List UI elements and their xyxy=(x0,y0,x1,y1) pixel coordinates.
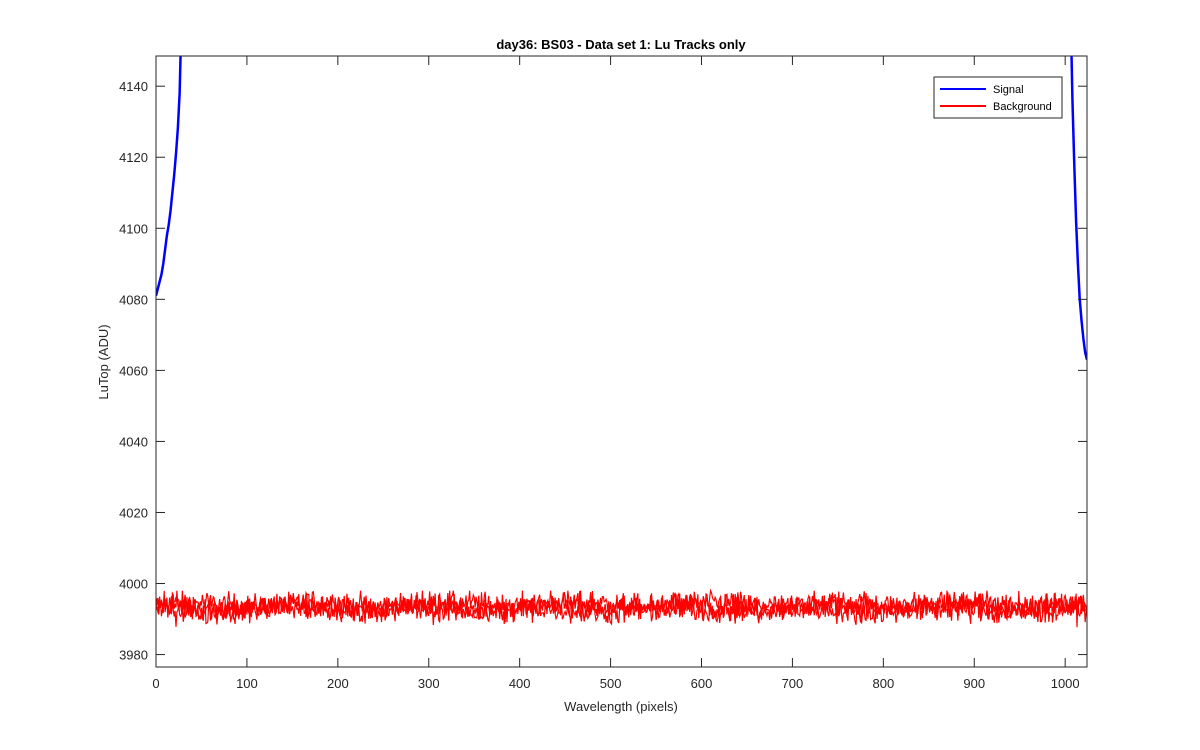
series-layer xyxy=(156,56,1087,628)
signal-series-line xyxy=(1070,56,1087,361)
x-tick-label: 800 xyxy=(872,676,894,691)
y-tick-label: 4120 xyxy=(119,150,148,165)
legend-background-label: Background xyxy=(993,101,1052,113)
y-tick-label: 4100 xyxy=(119,221,148,236)
x-axis-label: Wavelength (pixels) xyxy=(564,699,678,714)
y-tick-label: 4060 xyxy=(119,363,148,378)
y-tick-label: 4020 xyxy=(119,505,148,520)
x-tick-label: 900 xyxy=(963,676,985,691)
axes-box xyxy=(155,55,1088,668)
x-tick-label: 100 xyxy=(236,676,258,691)
plot-area xyxy=(156,56,1087,667)
y-tick-label: 4000 xyxy=(119,577,148,592)
chart-title: day36: BS03 - Data set 1: Lu Tracks only xyxy=(496,37,746,52)
x-tick-label: 0 xyxy=(152,676,159,691)
x-tick-label: 500 xyxy=(600,676,622,691)
x-tick-label: 400 xyxy=(509,676,531,691)
y-tick-label: 3980 xyxy=(119,648,148,663)
legend-box xyxy=(933,76,1063,119)
signal-series-line xyxy=(156,56,182,297)
legend-signal-label: Signal xyxy=(993,84,1024,96)
x-tick-label: 200 xyxy=(327,676,349,691)
background-series-line xyxy=(156,590,1087,628)
x-tick-label: 600 xyxy=(691,676,713,691)
x-tick-label: 700 xyxy=(782,676,804,691)
y-tick-label: 4140 xyxy=(119,79,148,94)
ticks-layer: 0 100 200 300 400 500 600 700 800 900 1000 3980 4000… xyxy=(119,56,1087,691)
legend: Signal Background xyxy=(933,76,1063,119)
x-tick-label: 1000 xyxy=(1051,676,1080,691)
y-tick-label: 4080 xyxy=(119,292,148,307)
x-tick-label: 300 xyxy=(418,676,440,691)
y-axis-label: LuTop (ADU) xyxy=(96,324,111,399)
y-tick-label: 4040 xyxy=(119,434,148,449)
